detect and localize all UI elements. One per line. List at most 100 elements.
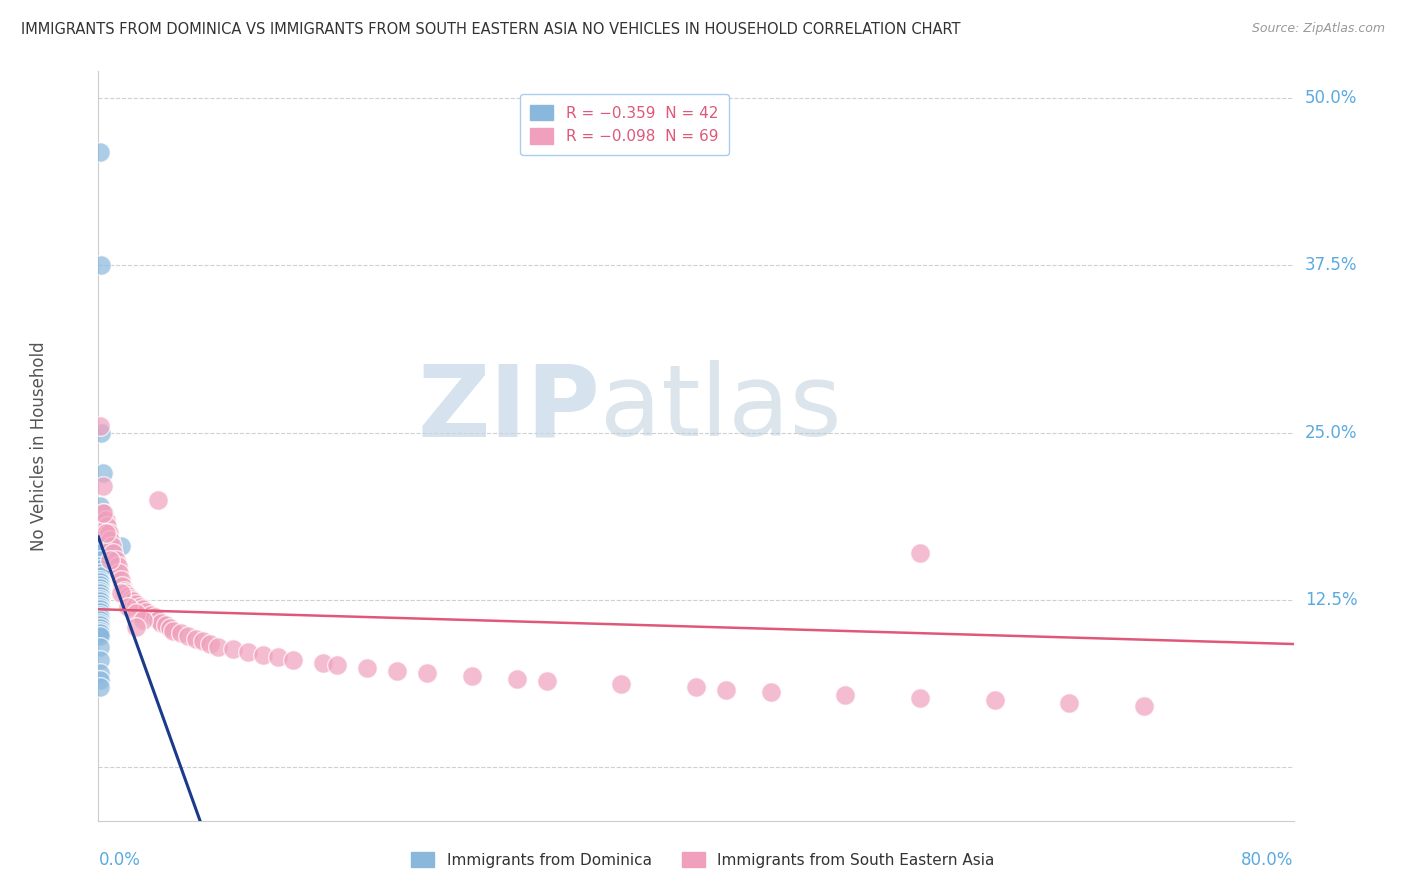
Point [108,566,131,581]
Point [207,640,229,654]
Point [89,599,111,614]
Text: Source: ZipAtlas.com: Source: ZipAtlas.com [1251,22,1385,36]
Point [121,594,143,608]
Point [89,553,111,567]
Point [114,586,136,600]
Point [90,569,112,583]
Text: 0.0%: 0.0% [98,851,141,869]
Point [252,648,274,662]
Point [148,613,170,627]
Point [129,599,152,614]
Point [135,605,157,619]
Point [107,559,129,574]
Point [89,673,111,688]
Point [89,591,111,606]
Point [125,620,148,634]
Point [148,492,170,507]
Point [89,615,111,630]
Point [89,575,111,590]
Point [89,640,111,654]
Point [356,661,378,675]
Point [103,546,125,560]
Point [89,589,111,603]
Point [89,602,111,616]
Point [94,513,117,527]
Point [150,615,173,630]
Point [132,602,155,616]
Point [90,259,112,273]
Point [89,586,111,600]
Text: 50.0%: 50.0% [1305,89,1357,107]
Point [117,599,139,614]
Point [89,680,111,694]
Point [759,685,782,699]
Point [91,506,114,520]
Point [89,666,111,681]
Point [132,613,155,627]
Point [89,583,111,598]
Point [94,526,117,541]
Point [908,546,931,560]
Point [984,693,1007,707]
Text: 12.5%: 12.5% [1305,591,1357,609]
Point [155,618,177,632]
Point [111,580,134,594]
Point [385,664,409,678]
Point [184,632,207,646]
Point [89,618,111,632]
Text: 25.0%: 25.0% [1305,424,1357,442]
Point [714,682,737,697]
Text: 80.0%: 80.0% [1241,851,1294,869]
Point [89,624,111,638]
Point [139,607,162,622]
Point [89,605,111,619]
Text: ZIP: ZIP [418,360,600,457]
Point [90,513,112,527]
Point [93,506,115,520]
Text: atlas: atlas [600,360,842,457]
Point [89,500,111,514]
Point [143,610,166,624]
Point [834,688,856,702]
Point [177,629,200,643]
Point [120,591,142,606]
Point [89,419,111,434]
Point [89,562,111,576]
Point [1133,698,1156,713]
Point [90,539,112,553]
Point [125,597,148,611]
Point [89,573,111,587]
Legend: R = −0.359  N = 42, R = −0.098  N = 69: R = −0.359 N = 42, R = −0.098 N = 69 [520,94,728,155]
Point [91,479,114,493]
Point [91,466,114,480]
Point [685,680,707,694]
Point [89,546,111,560]
Point [1059,696,1081,710]
Point [610,677,633,691]
Point [416,666,439,681]
Point [112,583,135,598]
Point [908,690,931,705]
Point [89,610,111,624]
Point [97,526,120,541]
Point [89,566,111,581]
Point [461,669,484,683]
Point [89,597,111,611]
Point [89,594,111,608]
Point [222,642,245,657]
Point [110,573,132,587]
Text: 37.5%: 37.5% [1305,256,1357,275]
Point [89,559,111,574]
Point [191,634,214,648]
Text: No Vehicles in Household: No Vehicles in Household [30,341,48,551]
Point [236,645,259,659]
Point [89,613,111,627]
Point [506,672,529,686]
Point [89,629,111,643]
Point [169,626,191,640]
Point [89,145,111,159]
Point [125,607,148,621]
Point [89,626,111,640]
Point [89,533,111,547]
Point [536,674,558,689]
